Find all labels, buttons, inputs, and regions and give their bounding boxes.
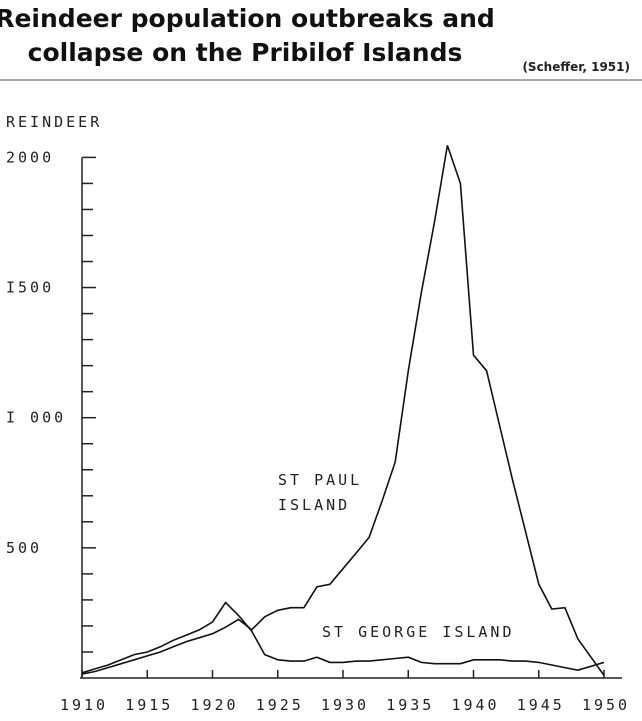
x-tick-label: 1950: [582, 696, 630, 714]
series-line: [81, 145, 605, 676]
y-tick-label: I 000: [6, 409, 66, 427]
x-tick-label: 1920: [190, 696, 238, 714]
series-line: [81, 601, 605, 674]
y-axis-label: REINDEER: [6, 113, 102, 131]
x-tick-label: 1935: [386, 696, 434, 714]
chart-title: collapse on the Pribilof Islands: [28, 38, 463, 67]
x-tick-label: 1910: [60, 696, 108, 714]
y-tick-label: 2000: [6, 148, 54, 166]
x-tick-label: 1925: [256, 696, 304, 714]
x-tick-label: 1930: [321, 696, 369, 714]
source: (Scheffer, 1951): [522, 60, 630, 74]
annotation: ISLAND: [278, 496, 350, 514]
annotation: ST PAUL: [278, 471, 362, 489]
chart-title: Reindeer population outbreaks and: [0, 4, 495, 33]
y-tick-label: I500: [6, 279, 54, 297]
y-tick-label: 500: [6, 539, 42, 557]
annotation: ST GEORGE ISLAND: [322, 623, 515, 641]
x-tick-label: 1940: [451, 696, 499, 714]
x-tick-label: 1945: [517, 696, 565, 714]
x-tick-label: 1915: [125, 696, 173, 714]
